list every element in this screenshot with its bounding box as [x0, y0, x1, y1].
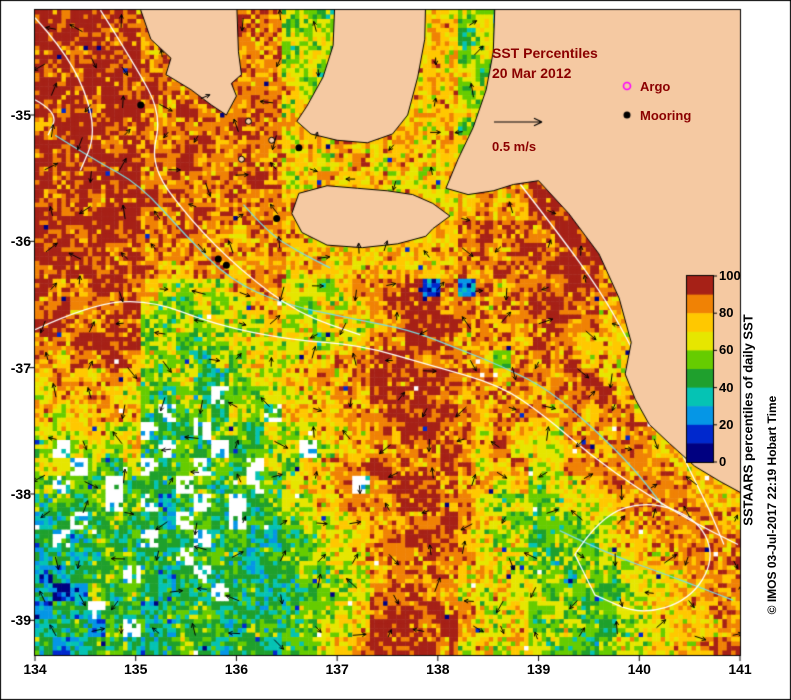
sst-map-canvas: [0, 0, 791, 700]
sst-percentiles-figure: SST Percentiles 20 Mar 2012 Argo Mooring…: [0, 0, 791, 700]
